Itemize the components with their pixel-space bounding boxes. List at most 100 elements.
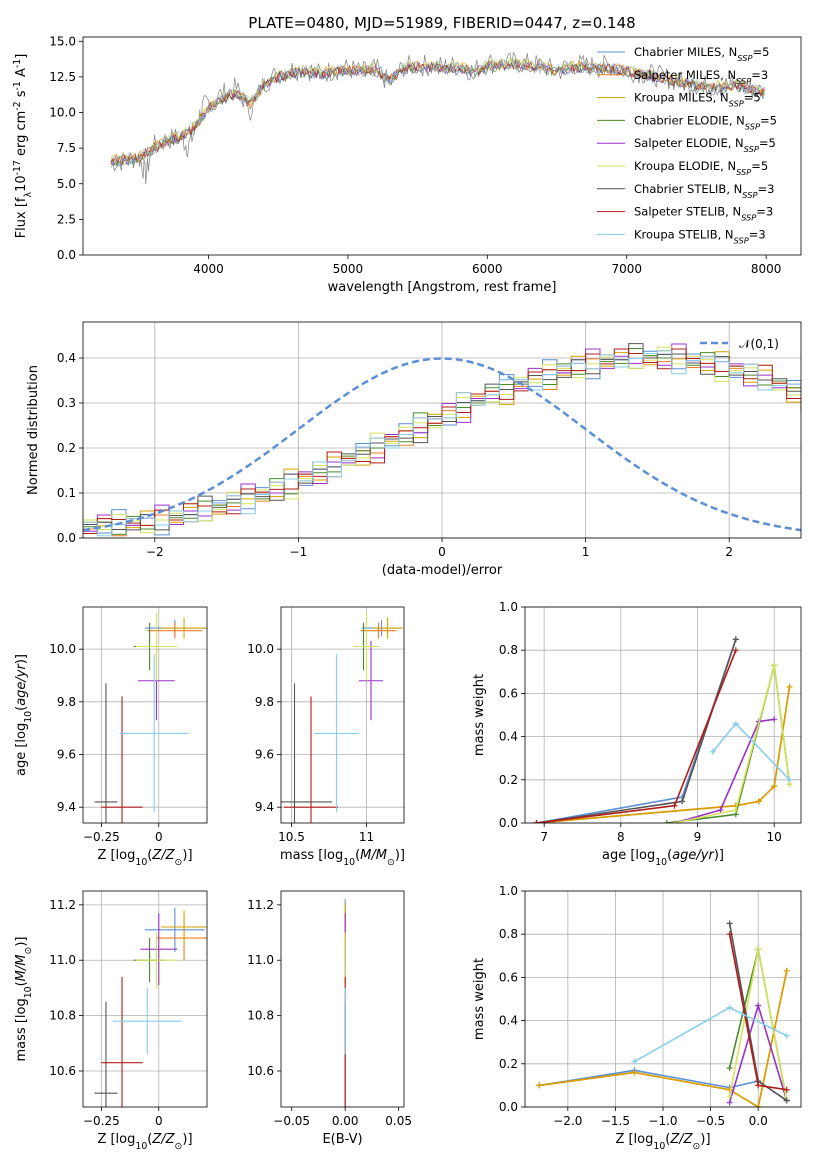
weight-marker: [771, 662, 778, 669]
histogram-series: [83, 346, 801, 538]
y-tick-label: 11.0: [247, 953, 274, 967]
y-tick-label: 11.2: [49, 898, 76, 912]
histogram-series: [83, 343, 801, 538]
x-tick-label: 7: [540, 830, 548, 844]
weight-line: [674, 718, 775, 823]
histogram-series: [83, 348, 801, 538]
x-tick-label: 0: [155, 1114, 163, 1128]
y-tick-label: 10.0: [247, 642, 274, 656]
weight-marker: [755, 1104, 762, 1107]
weight-marker: [726, 1004, 733, 1011]
weight-line: [674, 665, 791, 823]
y-axis-label: mass weight: [472, 674, 487, 756]
weight-marker: [726, 1065, 733, 1072]
weight-marker: [631, 1058, 638, 1065]
x-tick-label: 11: [359, 830, 374, 844]
weight-marker: [783, 1032, 790, 1039]
x-tick-label: 5000: [333, 262, 364, 276]
weight-marker: [771, 716, 778, 723]
x-axis-label: Z [log10(Z/Z⊙)]: [97, 1132, 192, 1152]
x-tick-label: 8: [617, 830, 625, 844]
weight-marker: [786, 776, 793, 783]
x-tick-label: −1: [290, 545, 308, 559]
legend-label: Salpeter MILES, NSSP=3: [634, 68, 768, 86]
legend-label: Salpeter ELODIE, NSSP=5: [634, 136, 776, 154]
x-tick-label: −0.25: [83, 1114, 120, 1128]
x-tick-label: −2.0: [553, 1114, 582, 1128]
weight-line: [536, 639, 737, 823]
y-tick-label: 15.0: [49, 34, 76, 48]
y-tick-label: 10.8: [247, 1009, 274, 1023]
weight-marker: [771, 783, 778, 790]
weight-marker: [717, 807, 724, 814]
axes-frame: [82, 890, 208, 1108]
weight-line: [666, 665, 791, 823]
legend-label: Kroupa STELIB, NSSP=3: [634, 227, 766, 245]
plot-area: [533, 636, 793, 823]
x-tick-label: 0.05: [385, 1114, 412, 1128]
y-tick-label: 0.0: [499, 1100, 518, 1114]
x-tick-label: −2: [146, 545, 164, 559]
axes-frame: [524, 890, 802, 1108]
weight-marker: [755, 1082, 762, 1089]
weight-marker: [732, 720, 739, 727]
y-tick-label: 0.6: [499, 686, 518, 700]
weight-marker: [732, 807, 739, 814]
panel-weight-vs-age: 7 8 9 10 0.0 0.2 0.4 0.6 0.8 1.0 age [log10(age/yr…: [472, 600, 802, 868]
y-axis-label: Normed distribution: [26, 365, 41, 495]
x-axis-label: Z [log10(Z/Z⊙)]: [97, 848, 192, 868]
y-axis-label: age [log10(age/yr)]: [14, 654, 34, 776]
x-tick-label: 9: [694, 830, 702, 844]
y-tick-label: 10.0: [49, 106, 76, 120]
weight-marker: [783, 967, 790, 974]
y-tick-label: 0.2: [499, 1057, 518, 1071]
x-tick-label: −1.5: [601, 1114, 630, 1128]
weight-marker: [732, 636, 739, 643]
panel-mass-vs-EBV: −0.05 0.00 0.05 10.6 10.8 11.0 11.2 E(B-V): [247, 890, 412, 1147]
figure-title: PLATE=0480, MJD=51989, FIBERID=0447, z=0…: [248, 14, 635, 32]
y-tick-label: 0.0: [57, 248, 76, 262]
x-tick-label: 6000: [472, 262, 503, 276]
y-tick-label: 10.0: [49, 642, 76, 656]
panel-spectrum: 4000 5000 6000 7000 8000 0.0 2.5 5.0 7.5 10.0 12.5…: [12, 34, 802, 295]
y-tick-label: 9.4: [255, 800, 274, 814]
y-tick-label: 10.6: [49, 1064, 76, 1078]
axes-frame: [280, 606, 405, 824]
x-tick-label: −0.25: [83, 830, 120, 844]
panel-residuals: −2 −1 0 1 2 0.0 0.1 0.2 0.3 0.4 (data-model)/error…: [26, 321, 802, 578]
y-tick-label: 5.0: [57, 177, 76, 191]
weight-marker: [783, 1097, 790, 1104]
axes-frame: [82, 36, 802, 256]
y-tick-label: 0.4: [57, 351, 76, 365]
legend-label: Kroupa MILES, NSSP=5: [634, 91, 761, 109]
x-axis-label: wavelength [Angstrom, rest frame]: [328, 280, 557, 295]
weight-marker: [679, 798, 686, 805]
x-tick-label: 2: [725, 545, 733, 559]
plot-area: [94, 612, 207, 823]
x-tick-label: −1.0: [648, 1114, 677, 1128]
plot-area: [110, 51, 765, 184]
x-tick-label: 0: [155, 830, 163, 844]
y-tick-label: 11.0: [49, 953, 76, 967]
weight-marker: [536, 1082, 543, 1089]
y-tick-label: 1.0: [499, 884, 518, 898]
panel-age-vs-Z: −0.25 0 9.4 9.6 9.8 10.0 Z [log10(Z/Z⊙)] age [l…: [14, 606, 208, 868]
y-tick-label: 9.8: [255, 695, 274, 709]
legend-label: Chabrier MILES, NSSP=5: [634, 45, 769, 63]
x-axis-label: E(B-V): [322, 1132, 362, 1147]
y-tick-label: 0.6: [499, 970, 518, 984]
weight-marker: [726, 931, 733, 938]
y-tick-label: 0.0: [57, 531, 76, 545]
weight-marker: [671, 820, 678, 823]
y-tick-label: 0.1: [57, 486, 76, 500]
histogram-series: [83, 350, 801, 538]
histogram-series: [83, 350, 801, 538]
y-tick-label: 0.8: [499, 927, 518, 941]
weight-marker: [783, 1086, 790, 1093]
y-axis-label: Flux [fλ10-17 erg cm-2 s-1 A-1]: [12, 54, 34, 239]
weight-marker: [726, 920, 733, 927]
y-tick-label: 2.5: [57, 212, 76, 226]
x-tick-label: 0.0: [749, 1114, 768, 1128]
x-tick-label: −0.5: [696, 1114, 725, 1128]
x-axis-label: age [log10(age/yr)]: [602, 848, 724, 868]
